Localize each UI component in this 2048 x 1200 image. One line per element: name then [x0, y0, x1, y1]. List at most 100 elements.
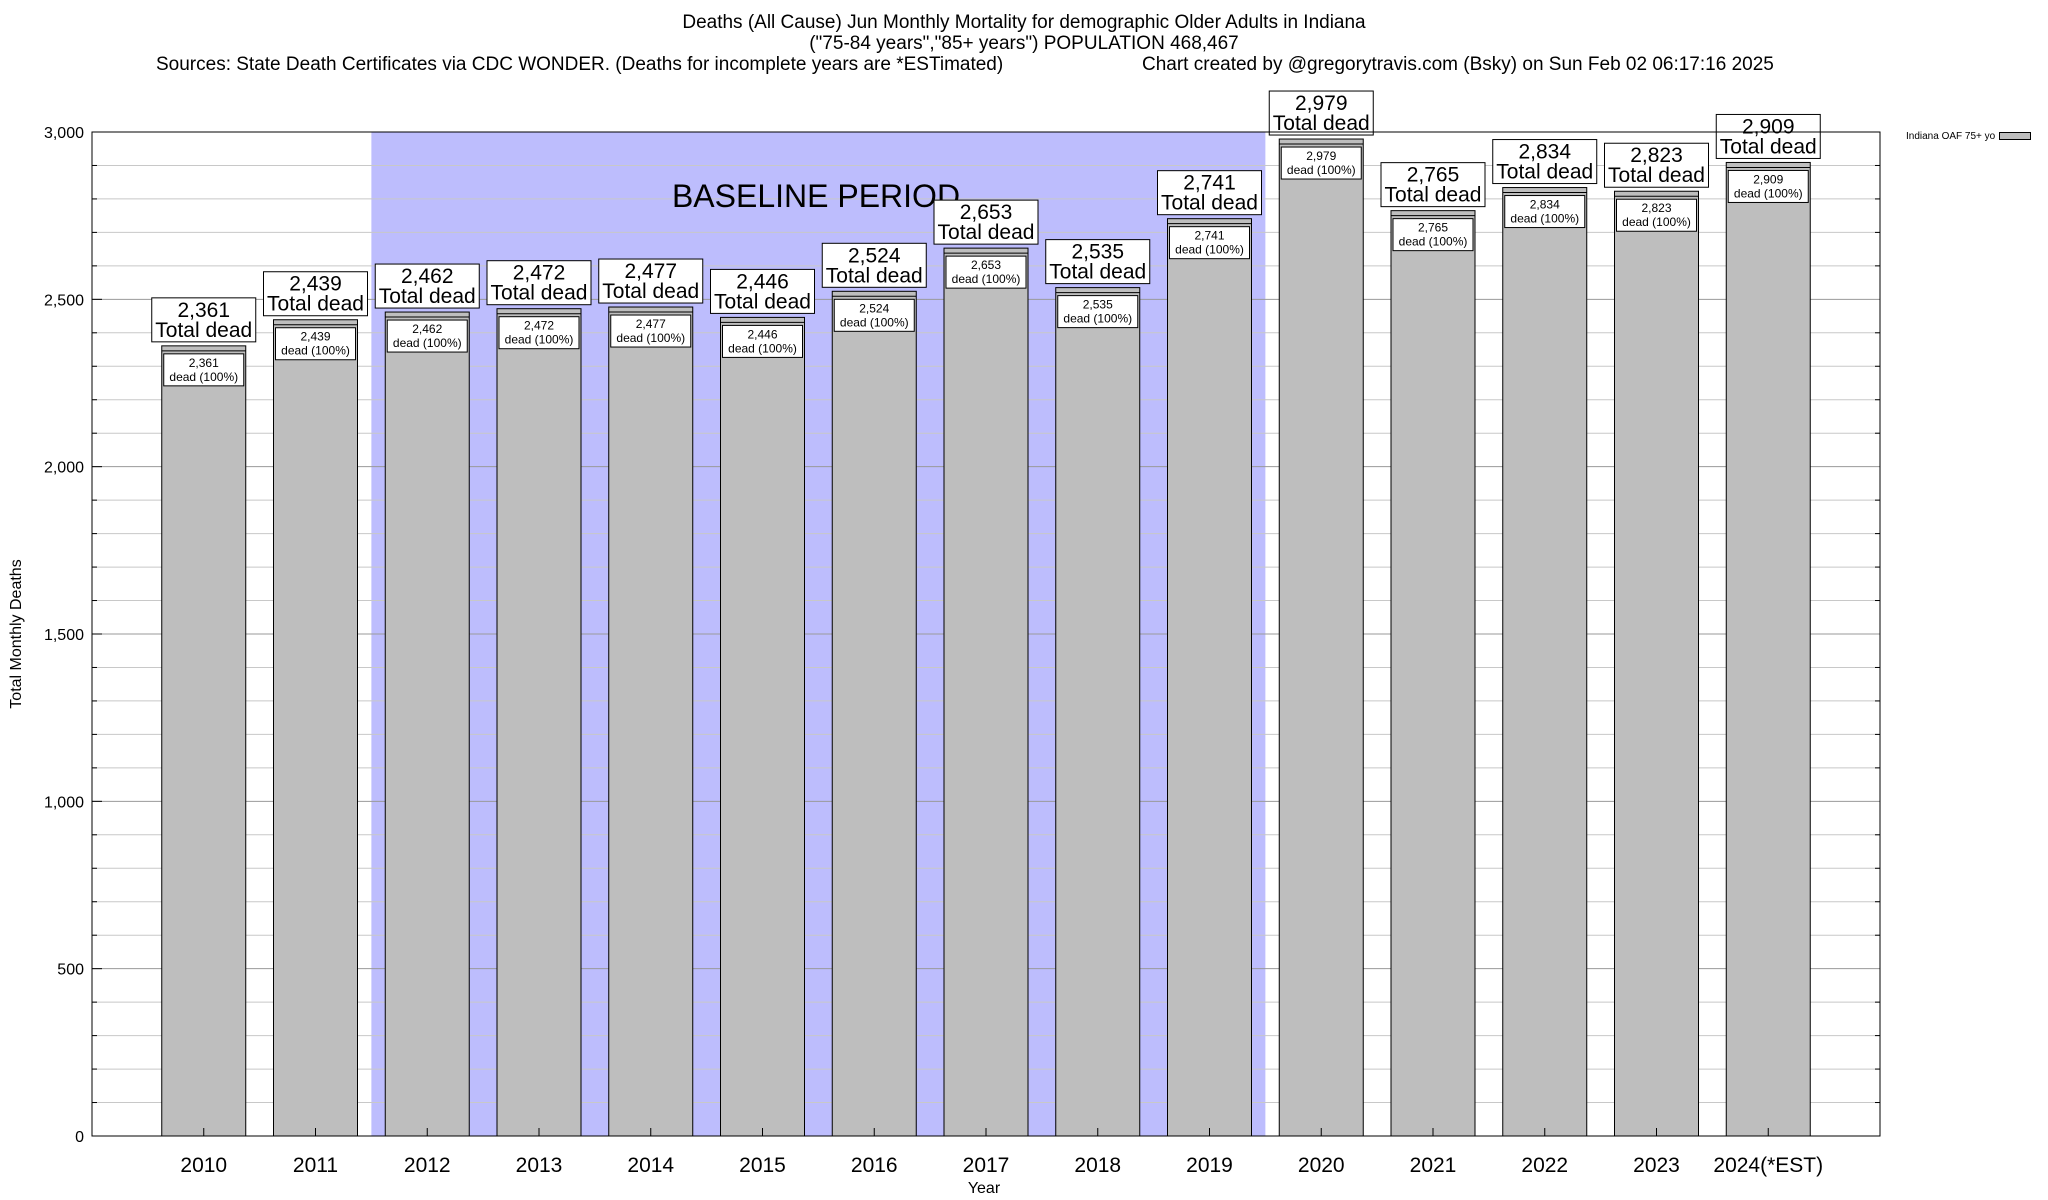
- total-dead-label: Total dead: [379, 285, 476, 308]
- total-dead-label: Total dead: [1273, 112, 1370, 135]
- bar: [1390, 210, 1476, 1137]
- total-value-label: 2,535: [1071, 241, 1124, 264]
- total-label-box: [933, 199, 1039, 245]
- bar: [273, 319, 358, 1137]
- x-tick-label: 2019: [1186, 1154, 1233, 1177]
- inner-value-label: 2,979: [1306, 149, 1336, 163]
- inner-label-box: [1169, 226, 1250, 260]
- total-dead-label: Total dead: [1049, 261, 1146, 284]
- x-tick-label: 2011: [293, 1154, 338, 1177]
- total-dead-label: Total dead: [267, 293, 364, 316]
- inner-dead-label: dead (100%): [952, 272, 1021, 286]
- total-value-label: 2,834: [1518, 141, 1571, 164]
- total-dead-label: Total dead: [1608, 164, 1705, 187]
- total-value-label: 2,477: [624, 260, 677, 283]
- inner-value-label: 2,535: [1083, 298, 1113, 312]
- total-value-label: 2,909: [1742, 115, 1795, 138]
- x-axis-label: Year: [968, 1180, 1001, 1197]
- inner-dead-label: dead (100%): [281, 344, 350, 358]
- total-label-box: [710, 268, 815, 314]
- inner-dead-label: dead (100%): [1734, 186, 1803, 200]
- bar: [1278, 138, 1364, 1137]
- x-tick-label: 2010: [180, 1154, 227, 1177]
- x-tick-label: 2016: [851, 1154, 898, 1177]
- inner-value-label: 2,823: [1641, 201, 1671, 215]
- inner-value-label: 2,446: [747, 327, 777, 341]
- total-value-label: 2,472: [513, 262, 566, 285]
- y-tick-label: 0: [75, 1129, 84, 1146]
- legend: Indiana OAF 75+ yo: [1906, 131, 2032, 142]
- bar: [720, 316, 805, 1137]
- bar: [1502, 187, 1588, 1137]
- y-tick-label: 2,000: [44, 460, 84, 477]
- baseline-label: BASELINE PERIOD: [672, 178, 960, 214]
- total-dead-label: Total dead: [1720, 135, 1817, 158]
- bar: [608, 306, 694, 1137]
- total-value-label: 2,462: [401, 265, 454, 288]
- total-label-box: [151, 297, 257, 343]
- bar: [943, 247, 1029, 1137]
- y-axis-label: Total Monthly Deaths: [8, 559, 25, 708]
- chart-credit: Chart created by @gregorytravis.com (Bsk…: [1142, 54, 1774, 75]
- inner-value-label: 2,524: [859, 301, 889, 315]
- bar: [831, 290, 917, 1137]
- inner-label-box: [722, 324, 803, 358]
- legend-label: Indiana OAF 75+ yo: [1906, 131, 1996, 142]
- inner-value-label: 2,472: [524, 319, 554, 333]
- inner-label-box: [498, 316, 580, 350]
- inner-value-label: 2,741: [1194, 229, 1224, 243]
- inner-label-box: [1392, 218, 1474, 252]
- x-tick-label: 2021: [1410, 1154, 1457, 1177]
- x-tick-label: 2012: [404, 1154, 451, 1177]
- total-label-box: [1604, 142, 1709, 188]
- bar: [496, 308, 582, 1137]
- inner-label-box: [610, 314, 692, 348]
- total-dead-label: Total dead: [938, 221, 1035, 244]
- total-label-box: [1492, 139, 1598, 185]
- bar: [384, 311, 470, 1137]
- total-label-box: [263, 271, 368, 317]
- y-tick-label: 500: [57, 962, 84, 979]
- inner-dead-label: dead (100%): [393, 336, 462, 350]
- inner-label-box: [945, 255, 1027, 289]
- total-value-label: 2,979: [1295, 92, 1348, 115]
- inner-value-label: 2,909: [1753, 172, 1783, 186]
- total-label-box: [821, 242, 927, 288]
- inner-label-box: [386, 319, 468, 353]
- total-value-label: 2,524: [848, 244, 901, 267]
- total-dead-label: Total dead: [714, 290, 811, 313]
- total-dead-label: Total dead: [602, 280, 699, 303]
- x-tick-label: 2017: [963, 1154, 1010, 1177]
- bar: [1167, 218, 1252, 1137]
- total-value-label: 2,361: [177, 299, 230, 322]
- total-label-box: [1715, 113, 1821, 159]
- total-dead-label: Total dead: [826, 264, 923, 287]
- chart-subtitle: ("75-84 years","85+ years") POPULATION 4…: [809, 33, 1239, 54]
- y-tick-label: 1,500: [44, 627, 84, 644]
- total-label-box: [1157, 170, 1262, 216]
- inner-dead-label: dead (100%): [1510, 212, 1579, 226]
- inner-label-box: [1616, 198, 1697, 232]
- plot-frame: [91, 131, 1881, 1137]
- inner-label-box: [1057, 295, 1139, 329]
- bar: [161, 345, 247, 1137]
- inner-label-box: [1280, 146, 1362, 180]
- x-tick-label: 2024(*EST): [1713, 1154, 1823, 1177]
- inner-dead-label: dead (100%): [1287, 163, 1356, 177]
- total-value-label: 2,765: [1407, 164, 1460, 187]
- chart-header: Deaths (All Cause) Jun Monthly Mortality…: [0, 12, 2048, 78]
- x-tick-label: 2022: [1521, 1154, 1568, 1177]
- inner-dead-label: dead (100%): [1399, 235, 1468, 249]
- x-tick-label: 2013: [516, 1154, 563, 1177]
- inner-label-box: [833, 298, 915, 332]
- chart-title: Deaths (All Cause) Jun Monthly Mortality…: [682, 12, 1366, 33]
- inner-label-box: [163, 353, 245, 387]
- total-label-box: [1268, 90, 1374, 136]
- total-dead-label: Total dead: [491, 282, 588, 305]
- total-value-label: 2,741: [1183, 172, 1236, 195]
- total-label-box: [598, 258, 704, 304]
- inner-value-label: 2,439: [300, 330, 330, 344]
- x-tick-label: 2014: [627, 1154, 674, 1177]
- inner-value-label: 2,462: [412, 322, 442, 336]
